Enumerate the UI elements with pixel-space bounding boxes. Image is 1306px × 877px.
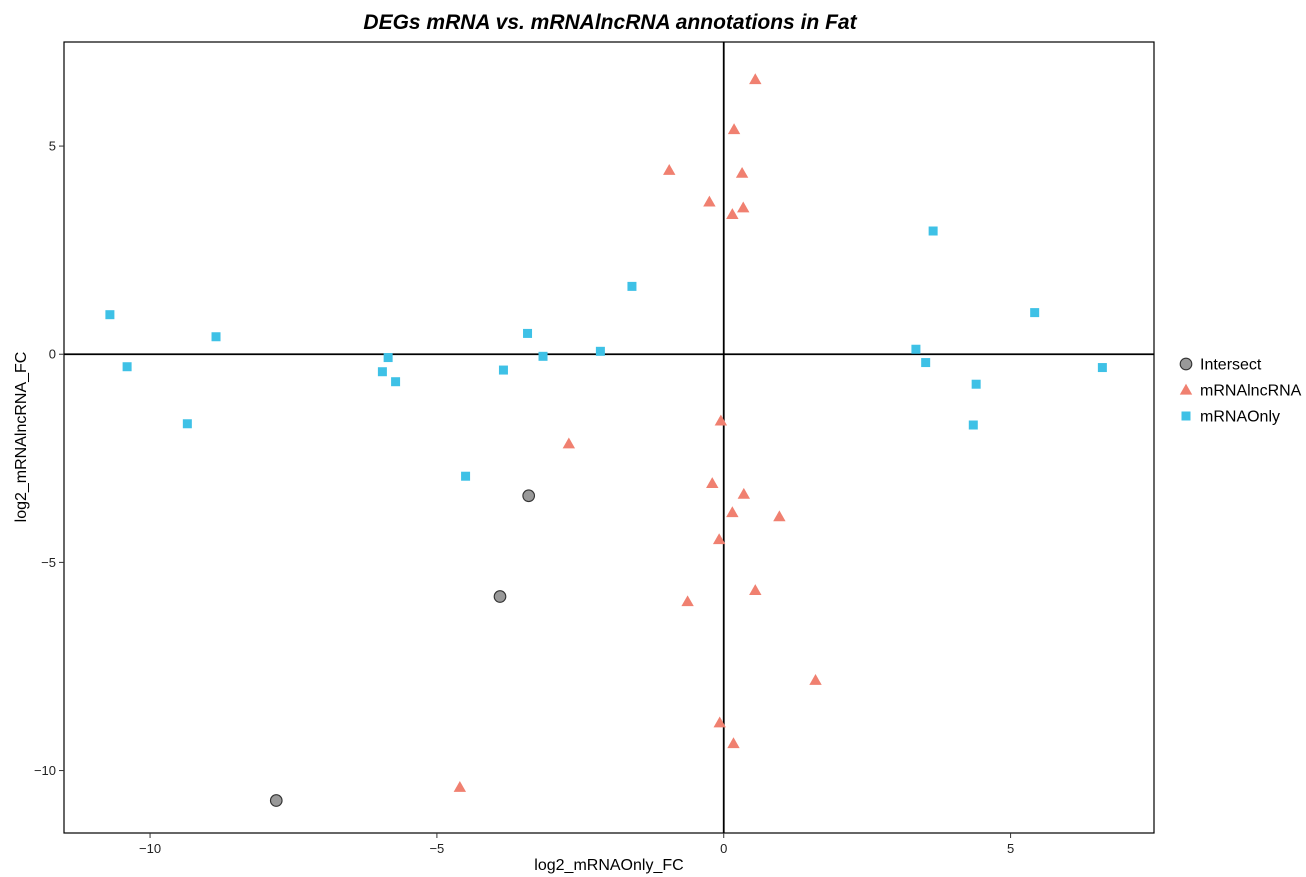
point-mRNAOnly-13 (928, 226, 938, 236)
y-tick-label: −5 (41, 555, 56, 570)
point-mRNAlncRNA-18 (727, 737, 740, 749)
point-mRNAOnly-6 (391, 377, 401, 387)
point-mRNAlncRNA-4 (703, 195, 716, 207)
point-mRNAOnly-17 (968, 420, 978, 430)
point-mRNAlncRNA-5 (737, 201, 750, 213)
y-tick-label: 5 (49, 139, 56, 154)
point-mRNAOnly-15 (921, 358, 931, 368)
point-mRNAOnly-1 (122, 362, 132, 372)
series-mRNAlncRNA (453, 73, 822, 792)
legend-marker-Intersect (1179, 357, 1193, 371)
point-mRNAOnly-4 (383, 353, 393, 363)
y-axis-ticks: −10 −5 0 5 (34, 139, 64, 778)
point-mRNAlncRNA-11 (726, 506, 739, 518)
point-mRNAlncRNA-1 (727, 123, 741, 135)
point-mRNAlncRNA-14 (749, 584, 762, 595)
point-mRNAOnly-12 (627, 281, 637, 291)
point-mRNAlncRNA-10 (737, 487, 751, 499)
series-Intersect (269, 489, 536, 807)
point-mRNAlncRNA-9 (706, 477, 719, 488)
point-mRNAlncRNA-0 (749, 73, 762, 85)
legend: Intersect mRNAlncRNA mRNAOnly (1179, 357, 1302, 426)
point-mRNAOnly-0 (105, 310, 115, 320)
point-Intersect-1 (493, 590, 507, 603)
point-mRNAlncRNA-2 (663, 164, 676, 175)
x-tick-label: −10 (139, 841, 161, 856)
legend-marker-mRNAlncRNA (1179, 383, 1193, 395)
legend-label-mRNAlncRNA: mRNAlncRNA (1200, 383, 1302, 400)
point-mRNAOnly-16 (971, 379, 981, 389)
legend-item-mRNAlncRNA: mRNAlncRNA (1179, 383, 1302, 400)
point-mRNAOnly-2 (182, 419, 192, 429)
x-tick-label: 0 (720, 841, 727, 856)
point-mRNAOnly-7 (461, 471, 471, 481)
point-mRNAlncRNA-7 (714, 414, 728, 426)
legend-marker-mRNAOnly (1181, 411, 1191, 421)
point-mRNAlncRNA-16 (809, 674, 822, 685)
point-mRNAOnly-19 (1097, 363, 1107, 373)
y-axis-label: log2_mRNAlncRNA_FC (13, 352, 30, 523)
series-mRNAOnly (105, 226, 1107, 481)
point-mRNAlncRNA-17 (713, 716, 726, 728)
point-mRNAlncRNA-13 (712, 533, 726, 545)
point-mRNAOnly-18 (1030, 308, 1040, 318)
point-mRNAOnly-8 (498, 365, 508, 375)
point-mRNAlncRNA-8 (562, 437, 576, 449)
point-mRNAOnly-14 (911, 344, 921, 354)
x-tick-label: 5 (1007, 841, 1014, 856)
y-tick-label: 0 (49, 347, 56, 362)
point-mRNAlncRNA-3 (735, 166, 749, 178)
point-mRNAOnly-3 (211, 332, 221, 342)
point-mRNAlncRNA-6 (726, 208, 739, 220)
point-Intersect-2 (269, 794, 283, 807)
legend-item-mRNAOnly: mRNAOnly (1181, 409, 1280, 426)
chart-title: DEGs mRNA vs. mRNAlncRNA annotations in … (363, 11, 857, 34)
point-Intersect-0 (522, 489, 536, 503)
x-axis-ticks: −10 −5 0 5 (139, 833, 1014, 856)
point-mRNAOnly-9 (523, 328, 533, 338)
legend-item-Intersect: Intersect (1179, 357, 1262, 374)
point-mRNAlncRNA-12 (773, 510, 786, 522)
point-mRNAlncRNA-15 (681, 595, 694, 607)
legend-label-Intersect: Intersect (1200, 357, 1262, 374)
x-axis-label: log2_mRNAOnly_FC (534, 857, 683, 874)
plot-area (64, 42, 1154, 833)
x-tick-label: −5 (429, 841, 444, 856)
point-mRNAOnly-10 (538, 351, 548, 361)
point-mRNAOnly-11 (595, 346, 605, 356)
point-mRNAlncRNA-19 (453, 781, 467, 792)
point-mRNAOnly-5 (377, 367, 387, 377)
plot-frame (63, 41, 1155, 834)
y-tick-label: −10 (34, 763, 56, 778)
legend-label-mRNAOnly: mRNAOnly (1200, 409, 1280, 426)
